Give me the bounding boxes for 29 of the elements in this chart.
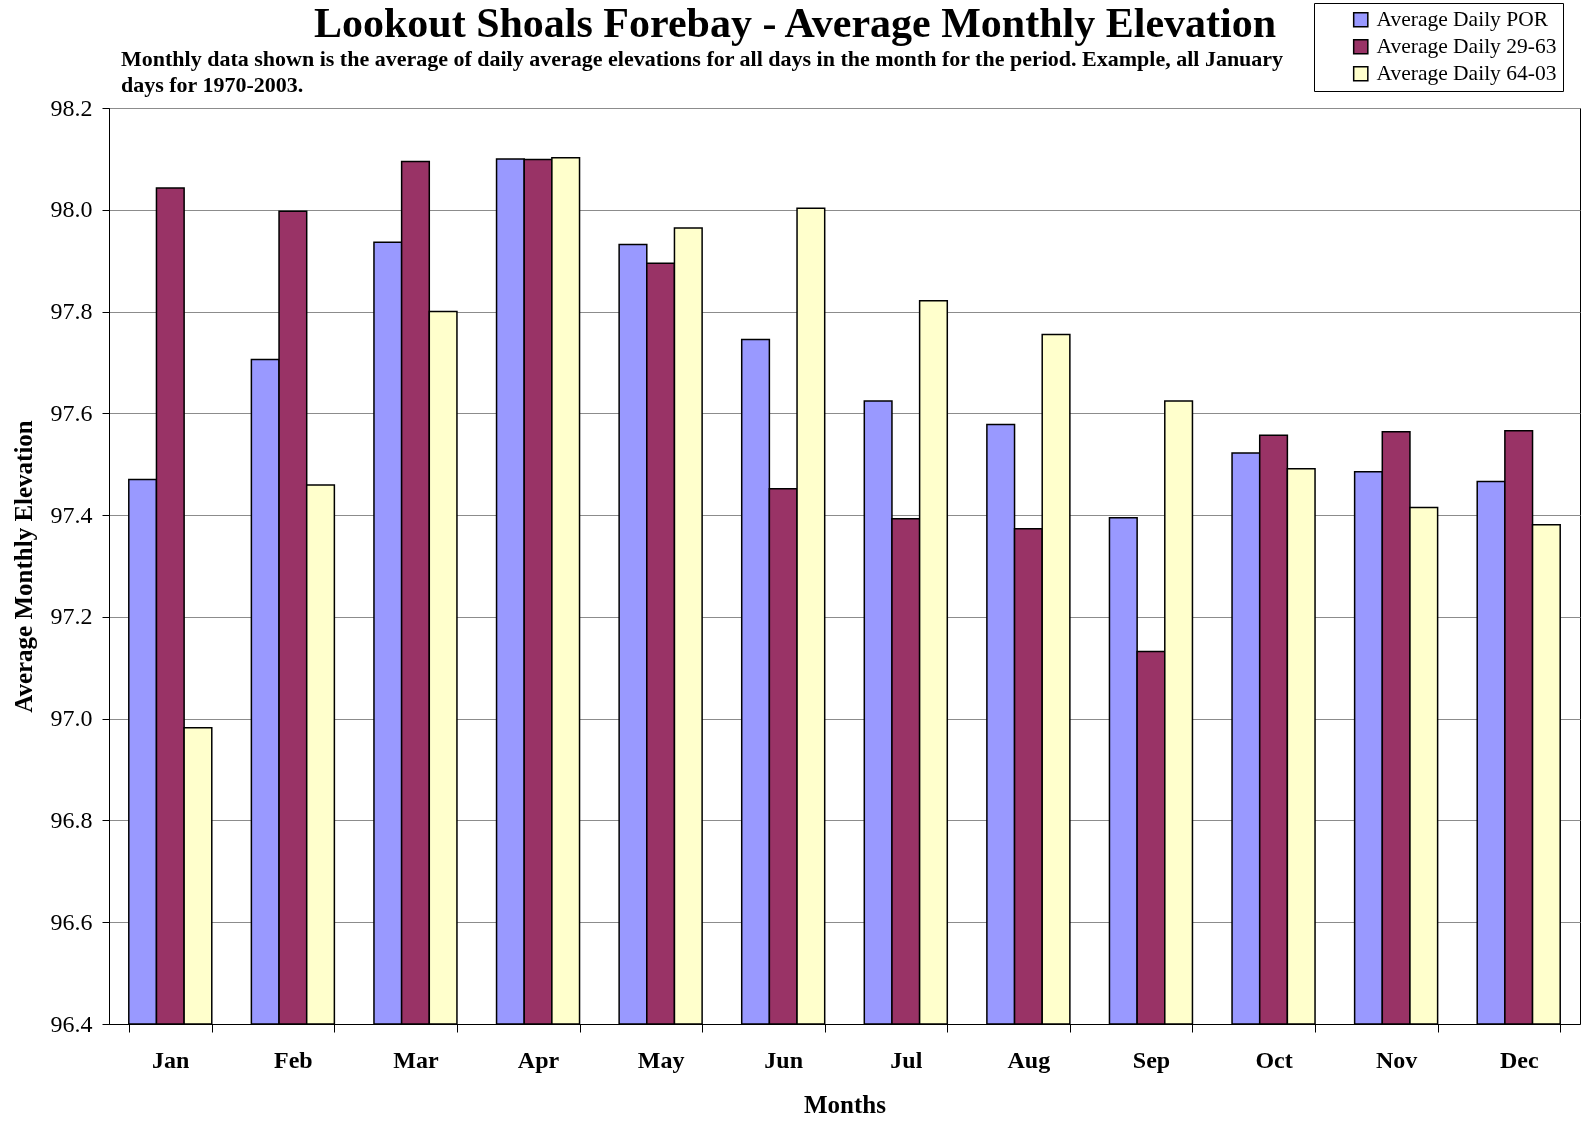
y-tick-label: 96.8 bbox=[50, 806, 93, 833]
y-tick-label: 96.4 bbox=[50, 1010, 93, 1037]
x-tick-label: Apr bbox=[517, 1046, 560, 1073]
x-axis-title: Months bbox=[804, 1090, 887, 1118]
x-tick-label: May bbox=[637, 1046, 685, 1073]
y-tick-label: 97.2 bbox=[50, 603, 93, 630]
y-tick-label: 97.4 bbox=[50, 501, 93, 528]
legend-label: Average Daily 29-63 bbox=[1376, 33, 1557, 58]
chart-title: Lookout Shoals Forebay - Average Monthly Elevation bbox=[313, 0, 1277, 46]
x-tick-label: Nov bbox=[1375, 1046, 1418, 1073]
x-tick-label: Sep bbox=[1132, 1046, 1171, 1073]
x-tick-label: Jan bbox=[152, 1046, 190, 1073]
legend-label: Average Daily 64-03 bbox=[1376, 60, 1557, 85]
y-tick-label: 97.0 bbox=[50, 705, 93, 732]
legend-label: Average Daily POR bbox=[1376, 6, 1549, 31]
x-tick-label: Mar bbox=[393, 1046, 439, 1073]
y-tick-label: 97.6 bbox=[50, 399, 93, 426]
x-tick-label: Dec bbox=[1499, 1046, 1539, 1073]
x-tick-label: Oct bbox=[1255, 1046, 1293, 1073]
x-tick-label: Jul bbox=[890, 1046, 923, 1073]
x-tick-label: Jun bbox=[764, 1046, 804, 1073]
y-axis-title: Average Monthly Elevation bbox=[9, 420, 37, 713]
y-tick-label: 98.0 bbox=[50, 196, 93, 223]
x-tick-label: Feb bbox=[274, 1046, 313, 1073]
y-tick-label: 96.6 bbox=[50, 908, 93, 935]
y-tick-label: 98.2 bbox=[50, 94, 93, 121]
chart-subtitle: Monthly data shown is the average of daily average elevations for all days in the month for the period. Example, all January days for 1970-2003. bbox=[121, 46, 1285, 98]
y-tick-label: 97.8 bbox=[50, 298, 93, 325]
x-tick-label: Aug bbox=[1007, 1046, 1051, 1073]
